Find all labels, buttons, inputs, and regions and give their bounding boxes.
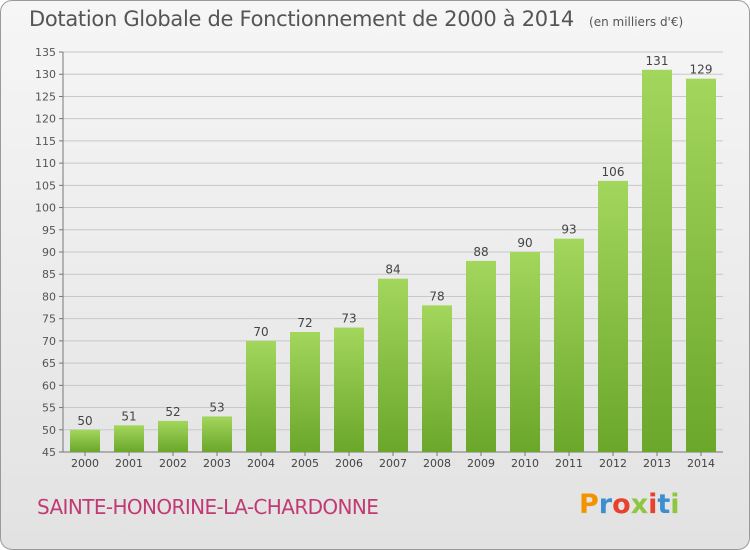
data-label-2006: 73 bbox=[341, 312, 356, 326]
y-tick-label: 90 bbox=[42, 246, 56, 259]
y-tick-label: 45 bbox=[42, 446, 56, 459]
x-tick-label-2003: 2003 bbox=[203, 457, 231, 470]
x-tick-label-2009: 2009 bbox=[467, 457, 495, 470]
x-tick-label-2013: 2013 bbox=[643, 457, 671, 470]
x-tick-label-2004: 2004 bbox=[247, 457, 275, 470]
x-tick-labels: 2000 2001 2002 2003 2004 2005 2006 2007 2008 2009… bbox=[71, 452, 715, 470]
bar-2002 bbox=[158, 420, 188, 452]
bar-2014 bbox=[686, 78, 716, 453]
bar-2000 bbox=[70, 429, 100, 452]
x-tick-label-2001: 2001 bbox=[115, 457, 143, 470]
x-tick-label-2012: 2012 bbox=[599, 457, 627, 470]
data-label-2009: 88 bbox=[473, 245, 488, 259]
data-label-2001: 51 bbox=[121, 409, 136, 423]
x-tick-label-2011: 2011 bbox=[555, 457, 583, 470]
bar-2011 bbox=[554, 238, 584, 452]
data-label-2011: 93 bbox=[561, 223, 576, 237]
y-tick-label: 110 bbox=[35, 157, 56, 170]
commune-name: SAINTE-HONORINE-LA-CHARDONNE bbox=[37, 495, 379, 519]
x-tick-label-2010: 2010 bbox=[511, 457, 539, 470]
x-tick-label-2014: 2014 bbox=[687, 457, 715, 470]
bar-2006 bbox=[334, 327, 364, 452]
y-tick-label: 55 bbox=[42, 402, 56, 415]
data-labels: 50 51 52 53 70 72 73 84 78 88 90 93 106 131 129 bbox=[77, 54, 712, 428]
data-label-2002: 52 bbox=[165, 405, 180, 419]
y-tick-label: 75 bbox=[42, 313, 56, 326]
data-label-2014: 129 bbox=[690, 63, 713, 77]
bar-2004 bbox=[246, 340, 276, 452]
title-row: Dotation Globale de Fonctionnement de 20… bbox=[29, 7, 683, 31]
bar-2009 bbox=[466, 260, 496, 452]
data-label-2003: 53 bbox=[209, 400, 224, 414]
y-tick-label: 105 bbox=[35, 179, 56, 192]
data-label-2010: 90 bbox=[517, 236, 532, 250]
y-tick-label: 70 bbox=[42, 335, 56, 348]
x-tick-label-2002: 2002 bbox=[159, 457, 187, 470]
bar-2007 bbox=[378, 278, 408, 452]
y-tick-label: 65 bbox=[42, 357, 56, 370]
data-label-2007: 84 bbox=[385, 263, 400, 277]
data-label-2000: 50 bbox=[77, 414, 92, 428]
bar-2005 bbox=[290, 332, 320, 452]
x-tick-label-2007: 2007 bbox=[379, 457, 407, 470]
y-tick-labels: 45 50 55 60 65 70 75 80 85 90 95 100 105 110 115 120 125… bbox=[35, 46, 63, 459]
y-tick-label: 80 bbox=[42, 290, 56, 303]
y-tick-label: 130 bbox=[35, 68, 56, 81]
y-tick-label: 135 bbox=[35, 46, 56, 59]
y-tick-label: 60 bbox=[42, 379, 56, 392]
data-label-2012: 106 bbox=[602, 165, 625, 179]
bar-2010 bbox=[510, 252, 540, 452]
y-tick-label: 95 bbox=[42, 224, 56, 237]
data-label-2005: 72 bbox=[297, 316, 312, 330]
x-tick-label-2005: 2005 bbox=[291, 457, 319, 470]
y-tick-label: 125 bbox=[35, 90, 56, 103]
y-tick-label: 85 bbox=[42, 268, 56, 281]
chart-title: Dotation Globale de Fonctionnement de 20… bbox=[29, 7, 574, 31]
y-tick-label: 50 bbox=[42, 424, 56, 437]
data-label-2013: 131 bbox=[646, 54, 669, 68]
bar-2013 bbox=[642, 69, 672, 453]
data-label-2004: 70 bbox=[253, 325, 268, 339]
bar-2008 bbox=[422, 305, 452, 452]
y-tick-label: 100 bbox=[35, 202, 56, 215]
bars bbox=[70, 69, 716, 453]
x-tick-label-2000: 2000 bbox=[71, 457, 99, 470]
y-tick-label: 115 bbox=[35, 135, 56, 148]
x-tick-label-2006: 2006 bbox=[335, 457, 363, 470]
data-label-2008: 78 bbox=[429, 289, 444, 303]
brand-logo: Proxiti bbox=[579, 489, 680, 520]
chart-subtitle: (en milliers d'€) bbox=[589, 15, 684, 29]
x-tick-label-2008: 2008 bbox=[423, 457, 451, 470]
bar-2012 bbox=[598, 180, 628, 452]
bar-2003 bbox=[202, 416, 232, 452]
bar-2001 bbox=[114, 425, 144, 452]
y-tick-label: 120 bbox=[35, 113, 56, 126]
